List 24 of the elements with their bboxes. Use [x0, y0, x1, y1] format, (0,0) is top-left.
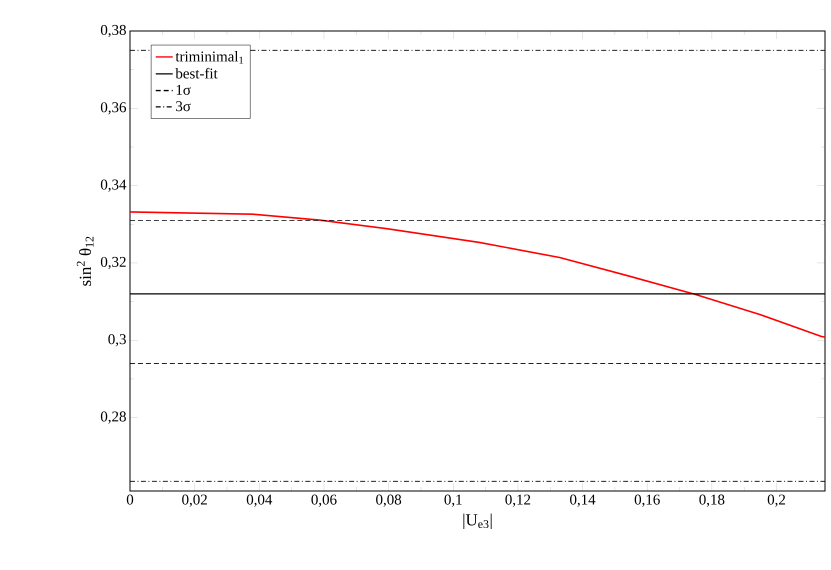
- x-tick-label: 0,18: [699, 494, 724, 507]
- x-tick-label: 0,12: [505, 494, 530, 507]
- x-tick-label: 0: [126, 494, 134, 505]
- x-tick-label: 0,02: [182, 494, 207, 507]
- legend-label: 1σ: [176, 84, 191, 95]
- y-tick-label: 0,34: [100, 180, 126, 192]
- x-axis-title: |U$_{e3}$|: [463, 514, 492, 530]
- x-tick-label: 0,04: [246, 494, 272, 507]
- x-tick-label: 0,08: [376, 494, 402, 507]
- y-tick-label: 0,36: [100, 102, 126, 114]
- x-tick-label: 0,1: [444, 494, 462, 507]
- y-tick-label: 0,28: [100, 411, 126, 424]
- x-tick-label: 0,16: [634, 494, 660, 507]
- x-tick-label: 0,14: [570, 494, 596, 507]
- line-series: [130, 211, 826, 338]
- y-tick-label: 0,3: [108, 334, 126, 346]
- legend-label: best-fit: [175, 68, 218, 79]
- y-tick-label: 0,38: [100, 24, 126, 38]
- y-axis-title: sin$^{2}$ θ$_{12}$: [76, 236, 94, 286]
- legend-label: triminimal$_{1}$: [176, 51, 244, 64]
- legend-label: 3σ: [176, 101, 191, 112]
- y-tick-label: 0,32: [100, 256, 126, 270]
- x-tick-label: 0,06: [311, 494, 337, 507]
- x-tick-label: 0,2: [768, 494, 786, 507]
